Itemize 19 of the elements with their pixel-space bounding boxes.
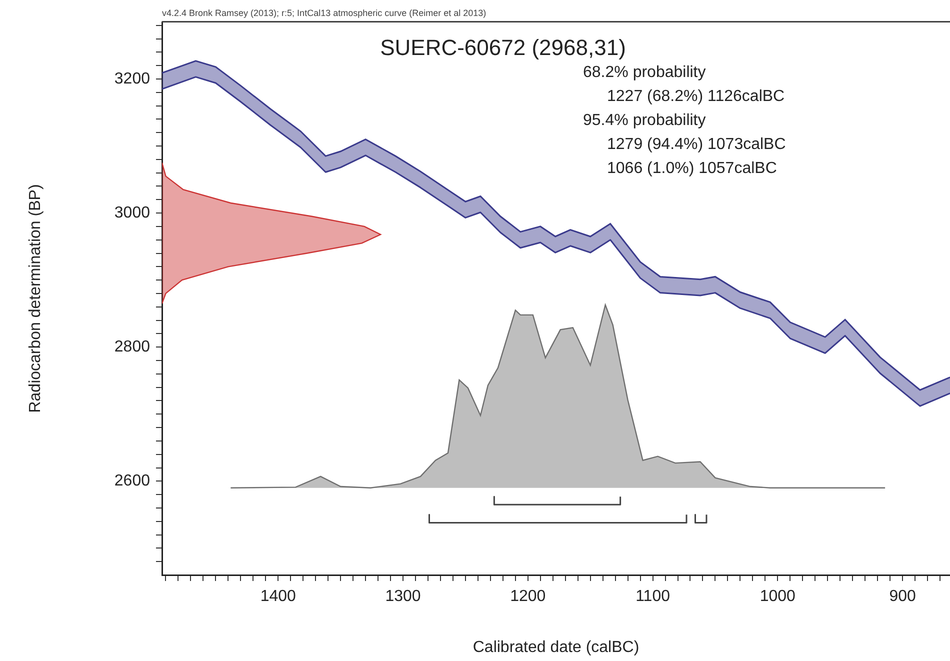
annotation: 1227 (68.2%) 1126calBC [607, 88, 785, 105]
annotation: 68.2% probability [583, 64, 706, 81]
text: SUERC-60672 (2968,31) [380, 35, 626, 60]
x-tick-label: 1000 [760, 588, 796, 606]
y-tick-label: 2800 [114, 338, 150, 356]
annotation: 95.4% probability [583, 112, 706, 129]
x-tick-label: 1200 [510, 588, 546, 606]
y-tick-label: 2600 [114, 472, 150, 490]
annotation: 1279 (94.4%) 1073calBC [607, 136, 786, 153]
annotation: 1066 (1.0%) 1057calBC [607, 160, 777, 177]
text: v4.2.4 Bronk Ramsey (2013); r:5; IntCal13 atmospheric curve (Reimer et al 2013) [162, 8, 486, 18]
y-axis-title: Radiocarbon determination (BP) [27, 184, 44, 413]
y-tick-label: 3000 [114, 204, 150, 222]
x-tick-label: 1400 [260, 588, 296, 606]
y-tick-label: 3200 [114, 70, 150, 88]
x-tick-label: 1300 [385, 588, 421, 606]
x-axis-title: Calibrated date (calBC) [472, 638, 640, 656]
x-tick-label: 900 [889, 588, 916, 606]
x-tick-label: 1100 [636, 588, 670, 606]
